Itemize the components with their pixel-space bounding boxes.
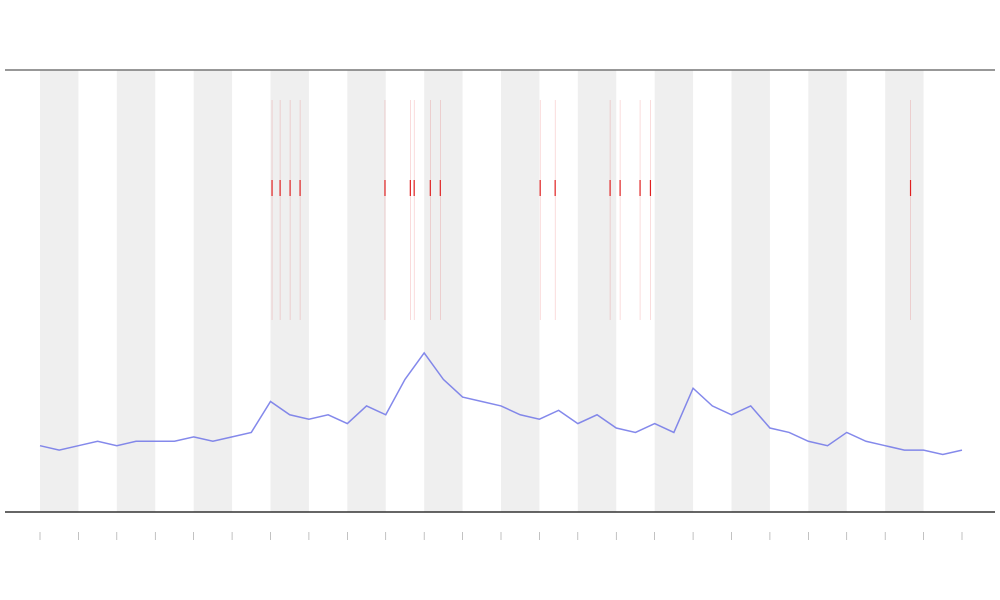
shade-band bbox=[270, 70, 309, 512]
series-line bbox=[39, 351, 963, 456]
shade-band bbox=[193, 70, 233, 512]
shade-band bbox=[885, 70, 924, 512]
shade-band bbox=[116, 70, 156, 512]
shade-band bbox=[424, 70, 463, 512]
shade-band bbox=[501, 70, 540, 512]
shade-band bbox=[654, 70, 694, 512]
shade-band bbox=[731, 70, 770, 512]
shade-band bbox=[808, 70, 847, 512]
shade-band bbox=[577, 70, 617, 512]
shade-band bbox=[347, 70, 386, 512]
shade-band bbox=[40, 70, 79, 512]
